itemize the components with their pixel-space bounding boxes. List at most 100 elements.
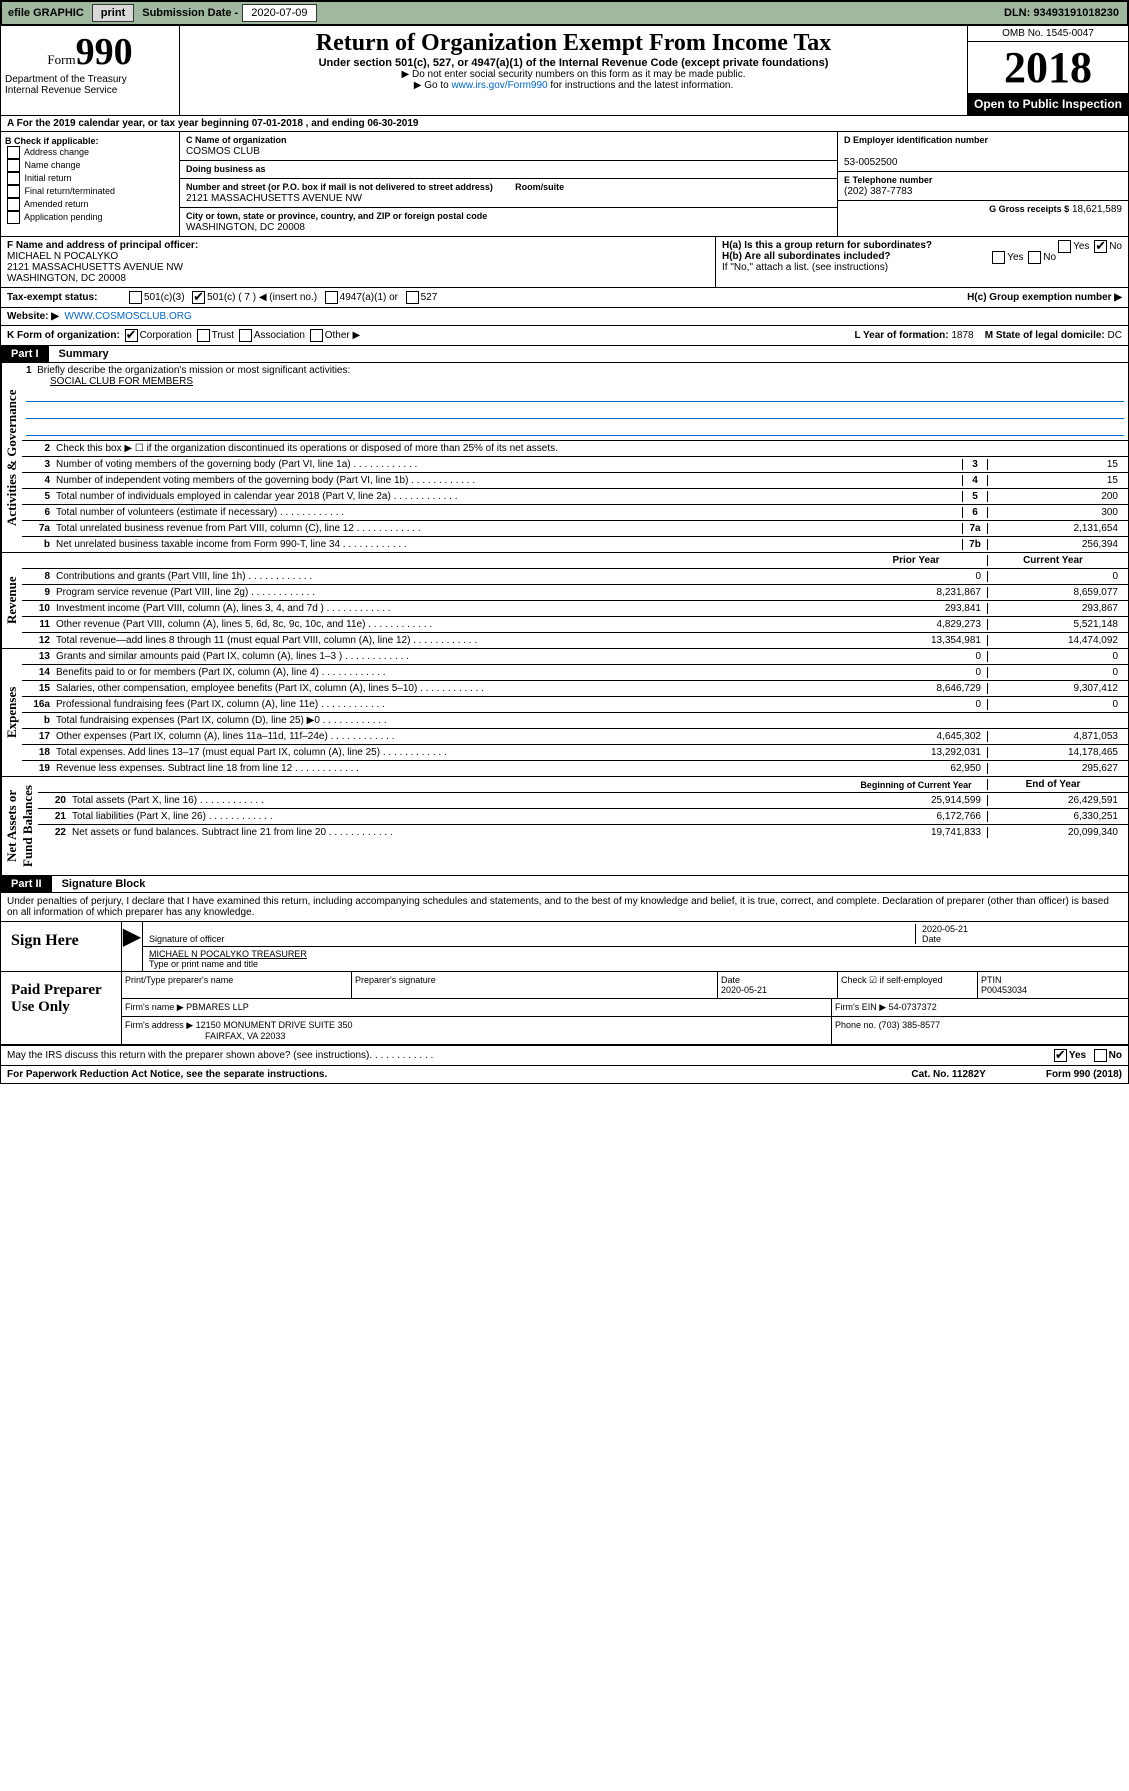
footer: For Paperwork Reduction Act Notice, see …: [0, 1066, 1129, 1084]
h-note: If "No," attach a list. (see instruction…: [722, 262, 1122, 273]
line-2: Check this box ▶ ☐ if the organization d…: [56, 443, 1124, 454]
vtab-net: Net Assets or Fund Balances: [1, 777, 38, 875]
boxb-checkbox[interactable]: [7, 185, 20, 198]
501c3-checkbox[interactable]: [129, 291, 142, 304]
current-year-hdr: Current Year: [987, 555, 1124, 566]
boxb-item: Name change: [5, 159, 175, 172]
ein-label: D Employer identification number: [844, 135, 988, 145]
trust-checkbox[interactable]: [197, 329, 210, 342]
phone: (202) 387-7783: [844, 186, 912, 197]
tax-year: 2018: [968, 42, 1128, 93]
gov-line: bNet unrelated business taxable income f…: [22, 537, 1128, 552]
section-k-m: K Form of organization: Corporation Trus…: [0, 326, 1129, 346]
form-word: Form: [47, 52, 75, 67]
firm-name: PBMARES LLP: [186, 1002, 249, 1012]
top-bar: efile GRAPHIC print Submission Date - 20…: [0, 0, 1129, 26]
open-inspection: Open to Public Inspection: [968, 93, 1128, 115]
print-button[interactable]: print: [92, 4, 134, 22]
discuss-yes-checkbox[interactable]: [1054, 1049, 1067, 1062]
officer-label: F Name and address of principal officer:: [7, 240, 198, 251]
officer-city: WASHINGTON, DC 20008: [7, 273, 126, 284]
ha-no-checkbox[interactable]: [1094, 240, 1107, 253]
501c-checkbox[interactable]: [192, 291, 205, 304]
section-b-to-g: B Check if applicable: Address change Na…: [0, 132, 1129, 237]
gov-line: 7aTotal unrelated business revenue from …: [22, 521, 1128, 537]
data-line: 19Revenue less expenses. Subtract line 1…: [22, 761, 1128, 776]
form-org-label: K Form of organization:: [7, 330, 120, 341]
h-b: H(b) Are all subordinates included?: [722, 251, 891, 262]
submission-date: 2020-07-09: [242, 4, 316, 22]
boxb-checkbox[interactable]: [7, 211, 20, 224]
data-line: 15Salaries, other compensation, employee…: [22, 681, 1128, 697]
sig-name: MICHAEL N POCALYKO TREASURER: [149, 949, 307, 959]
gov-line: 5Total number of individuals employed in…: [22, 489, 1128, 505]
netassets-block: Net Assets or Fund Balances Beginning of…: [0, 777, 1129, 876]
part2-title: Part II: [1, 876, 52, 892]
signature-block: Sign Here ▶ Signature of officer2020-05-…: [0, 922, 1129, 1046]
city-label: City or town, state or province, country…: [186, 211, 487, 221]
org-addr: 2121 MASSACHUSETTS AVENUE NW: [186, 193, 362, 204]
domicile: DC: [1108, 330, 1122, 341]
assoc-checkbox[interactable]: [239, 329, 252, 342]
data-line: 21Total liabilities (Part X, line 26)6,1…: [38, 809, 1128, 825]
boxb-item: Address change: [5, 146, 175, 159]
prep-date: 2020-05-21: [721, 985, 767, 995]
boxb-checkbox[interactable]: [7, 172, 20, 185]
corp-checkbox[interactable]: [125, 329, 138, 342]
paid-prep-label: Paid Preparer Use Only: [1, 972, 122, 1044]
h-a: H(a) Is this a group return for subordin…: [722, 240, 932, 251]
form-subtitle: Under section 501(c), 527, or 4947(a)(1)…: [184, 57, 963, 69]
firm-addr-label: Firm's address ▶: [125, 1020, 193, 1030]
discuss-row: May the IRS discuss this return with the…: [0, 1046, 1129, 1066]
527-checkbox[interactable]: [406, 291, 419, 304]
ha-yes-checkbox[interactable]: [1058, 240, 1071, 253]
boxb-checkbox[interactable]: [7, 146, 20, 159]
domicile-label: M State of legal domicile:: [985, 330, 1105, 341]
boxb-checkbox[interactable]: [7, 198, 20, 211]
begin-year-hdr: Beginning of Current Year: [851, 780, 987, 790]
part2-sub: Signature Block: [52, 878, 146, 890]
hb-no-checkbox[interactable]: [1028, 251, 1041, 264]
firm-addr: 12150 MONUMENT DRIVE SUITE 350: [196, 1020, 353, 1030]
discuss-no-checkbox[interactable]: [1094, 1049, 1107, 1062]
part1-sub: Summary: [49, 348, 109, 360]
room-label: Room/suite: [515, 182, 564, 192]
discuss-text: May the IRS discuss this return with the…: [7, 1050, 369, 1061]
instr-2: ▶ Go to www.irs.gov/Form990 for instruct…: [184, 80, 963, 91]
foot-mid: Cat. No. 11282Y: [911, 1069, 985, 1080]
hb-yes-checkbox[interactable]: [992, 251, 1005, 264]
org-name: COSMOS CLUB: [186, 146, 260, 157]
ptin-label: PTIN: [981, 975, 1002, 985]
phone-label: E Telephone number: [844, 175, 932, 185]
website-link[interactable]: WWW.COSMOSCLUB.ORG: [65, 311, 192, 322]
mission-text: SOCIAL CLUB FOR MEMBERS: [26, 376, 193, 387]
ptin: P00453034: [981, 985, 1027, 995]
boxb-item: Final return/terminated: [5, 185, 175, 198]
section-i: Tax-exempt status: 501(c)(3) 501(c) ( 7 …: [0, 288, 1129, 308]
tax-status-label: Tax-exempt status:: [7, 292, 127, 303]
data-line: 16aProfessional fundraising fees (Part I…: [22, 697, 1128, 713]
section-f-h: F Name and address of principal officer:…: [0, 237, 1129, 288]
firm-ein: 54-0737372: [889, 1002, 937, 1012]
boxb-checkbox[interactable]: [7, 159, 20, 172]
perjury-text: Under penalties of perjury, I declare th…: [0, 893, 1129, 922]
4947-checkbox[interactable]: [325, 291, 338, 304]
ein: 53-0052500: [844, 157, 897, 168]
boxb-item: Amended return: [5, 198, 175, 211]
prep-date-hdr: Date: [721, 975, 740, 985]
prep-self-emp: Check ☑ if self-employed: [838, 972, 978, 999]
prep-sig-hdr: Preparer's signature: [352, 972, 718, 999]
sig-date: 2020-05-21: [922, 924, 968, 934]
end-year-hdr: End of Year: [987, 779, 1124, 790]
dba-label: Doing business as: [186, 164, 266, 174]
form-header: Form990 Department of the Treasury Inter…: [0, 26, 1129, 116]
submission-label: Submission Date -: [142, 7, 238, 19]
data-line: 22Net assets or fund balances. Subtract …: [38, 825, 1128, 840]
data-line: 10Investment income (Part VIII, column (…: [22, 601, 1128, 617]
data-line: bTotal fundraising expenses (Part IX, co…: [22, 713, 1128, 729]
other-checkbox[interactable]: [310, 329, 323, 342]
data-line: 18Total expenses. Add lines 13–17 (must …: [22, 745, 1128, 761]
gross-label: G Gross receipts $: [989, 204, 1069, 214]
irs-link[interactable]: www.irs.gov/Form990: [451, 80, 547, 91]
year-formation: 1878: [951, 330, 973, 341]
